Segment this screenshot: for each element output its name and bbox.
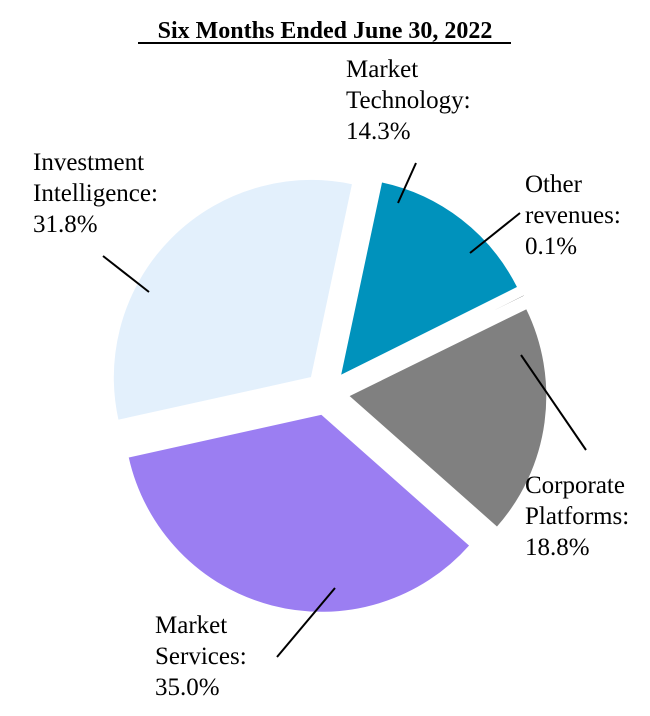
pie-slice-market-services [127,413,471,613]
slice-label-line: Investment [33,149,144,176]
pie-slice-other-revenues [346,294,526,384]
slice-label-line: 14.3% [346,118,411,145]
slice-label-line: Platforms: [525,503,629,530]
leader-lines [102,162,587,658]
pie-slice-market-technology [339,181,519,377]
pie-slice-corporate-platforms [347,307,548,528]
slice-label-line: Services: [155,643,247,670]
slice-labels: Market Technology: 14.3% Other revenues: 0.1%… [33,56,629,701]
slice-label-line: Market [346,56,418,83]
slice-label-line: Corporate [525,472,625,499]
slice-label-line: 0.1% [525,233,577,260]
slice-label-line: revenues: [525,202,621,229]
leader-line-market-services [276,587,336,658]
leader-line-other-revenues [469,212,521,254]
slice-label-market-technology: Market Technology: 14.3% [346,56,471,145]
leader-line-investment-intelligence [102,255,150,293]
pie-slices [112,179,548,613]
slice-label-line: Other [525,171,583,198]
slice-label-line: Intelligence: [33,180,158,207]
slice-label-line: 35.0% [155,674,220,701]
chart-title: Six Months Ended June 30, 2022 [158,18,493,44]
slice-label-market-services: Market Services: 35.0% [155,612,247,701]
slice-label-other-revenues: Other revenues: 0.1% [525,171,621,260]
slice-label-investment-intelligence: Investment Intelligence: 31.8% [33,149,158,238]
leader-line-corporate-platforms [520,354,587,451]
slice-label-line: Technology: [346,87,471,114]
slice-label-corporate-platforms: Corporate Platforms: 18.8% [525,472,629,561]
leader-line-market-technology [397,162,417,204]
pie-slice-investment-intelligence [112,179,354,421]
slice-label-line: Market [155,612,227,639]
slice-label-line: 31.8% [33,211,98,238]
slice-label-line: 18.8% [525,534,590,561]
